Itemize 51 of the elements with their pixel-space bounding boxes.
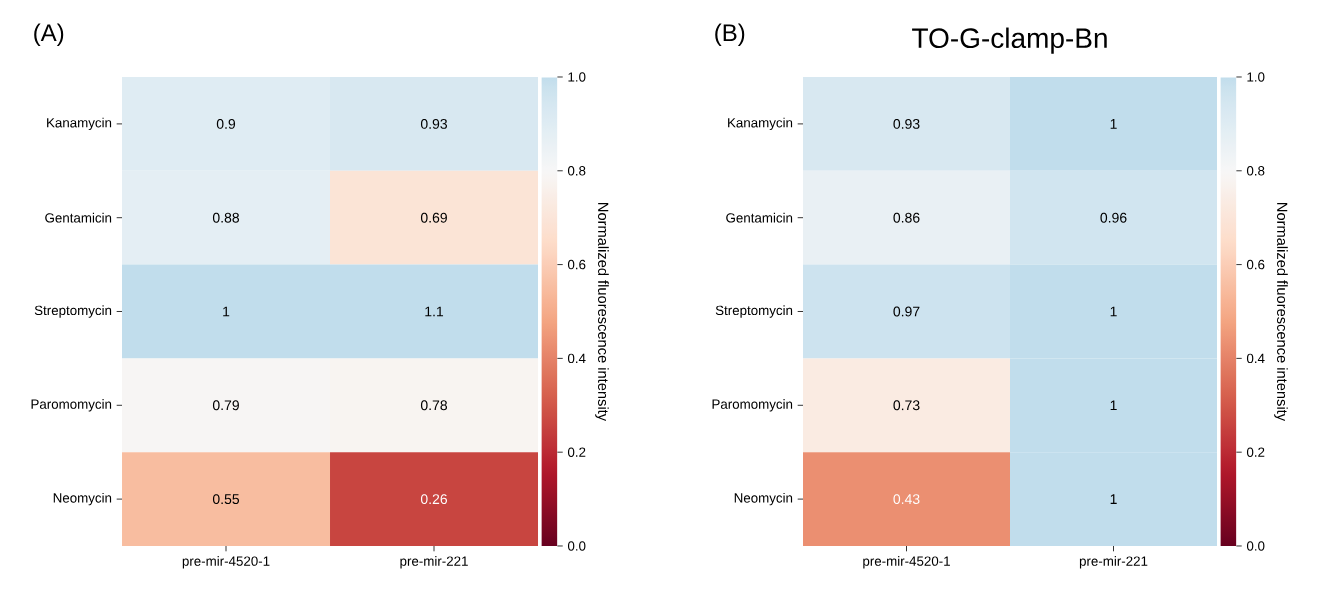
- text: (A): [34, 23, 64, 46]
- y-tick-label: Streptomycin: [715, 305, 793, 318]
- data-label: 0.73: [893, 400, 920, 411]
- data-label: 0.78: [420, 400, 448, 411]
- color-bar-label: 1.0: [1247, 72, 1265, 82]
- data-label: 1: [223, 306, 230, 317]
- data-label: 0.26: [420, 494, 448, 505]
- x-tick-label: pre-mir-4520-1: [863, 556, 950, 569]
- data-label: 1.1: [425, 306, 444, 317]
- y-tick-label: Kanamycin: [47, 117, 112, 131]
- chart-title: TO-G-clamp-Bn: [912, 27, 1107, 54]
- color-bar-label: 0.2: [1246, 447, 1265, 457]
- color-bar-label: 0.4: [567, 353, 586, 364]
- y-tick-label: Streptomycin: [34, 305, 112, 318]
- y-tick-label: Neomycin: [734, 492, 793, 506]
- color-bar-label: 0.0: [1246, 541, 1265, 551]
- data-label: 0.43: [893, 494, 920, 505]
- y-tick-label: Paromomycin: [31, 399, 112, 412]
- data-label: 0.69: [420, 212, 447, 223]
- data-label: 1: [1110, 494, 1117, 504]
- x-tick-label: pre-mir-4520-1: [182, 556, 270, 569]
- color-bar-label: 0.4: [1246, 353, 1265, 364]
- data-label: 1: [1110, 306, 1117, 317]
- color-bar-label: 0.2: [567, 447, 586, 457]
- data-label: 0.96: [1100, 212, 1127, 223]
- color-bar-label: 0.6: [567, 259, 586, 270]
- color-bar-label: 0.6: [1246, 259, 1265, 270]
- data-label: 0.93: [893, 118, 920, 129]
- color-bar-label: 1.0: [568, 72, 586, 82]
- x-tick-label: pre-mir-221: [400, 556, 468, 569]
- color-bar-title: Normalized fluorescence intensity: [595, 203, 609, 422]
- data-label: 0.86: [893, 212, 920, 223]
- data-label: 0.55: [212, 494, 240, 505]
- y-tick-label: Paromomycin: [712, 399, 793, 412]
- y-tick-label: Gentamicin: [45, 212, 112, 223]
- color-bar-label: 0.8: [567, 166, 586, 176]
- x-tick-label: pre-mir-221: [1079, 556, 1148, 569]
- data-label: 1: [1110, 400, 1117, 411]
- color-bar-label: 0.8: [1246, 166, 1265, 176]
- data-label: 0.88: [212, 212, 240, 223]
- data-label: 0.93: [420, 118, 448, 129]
- color-bar-label: 0.0: [567, 541, 586, 551]
- data-label: 1: [1110, 119, 1117, 129]
- text: (B): [715, 23, 745, 46]
- data-label: 0.79: [212, 400, 239, 411]
- data-label: 0.9: [216, 118, 236, 129]
- y-tick-label: Gentamicin: [726, 212, 793, 223]
- y-tick-label: Kanamycin: [728, 117, 793, 131]
- y-tick-label: Neomycin: [53, 492, 112, 506]
- color-bar-title: Normalized fluorescence intensity: [1274, 203, 1288, 422]
- data-label: 0.97: [893, 306, 920, 317]
